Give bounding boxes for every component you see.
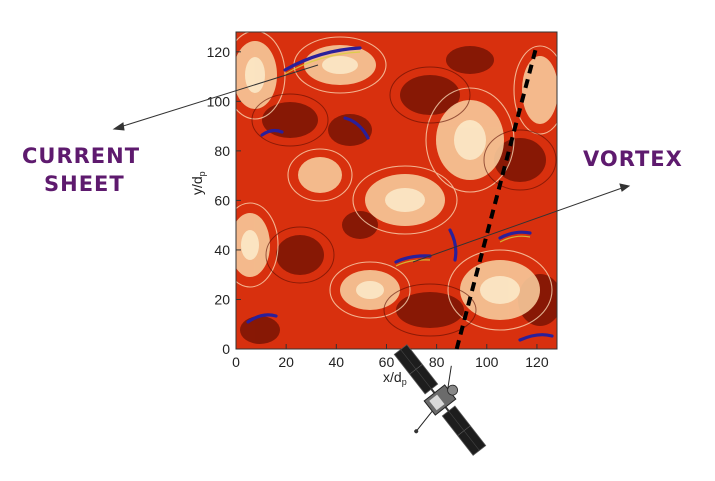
vortex-label: VORTEX [583, 147, 683, 171]
x-tick-label: 20 [278, 354, 294, 370]
current-sheet-label-line1: CURRENT [22, 144, 141, 168]
y-tick-label: 60 [214, 192, 230, 208]
x-tick-label: 40 [329, 354, 345, 370]
y-tick-label: 20 [214, 291, 230, 307]
current-sheet-arrowhead [112, 122, 125, 131]
x-axis-label: x/dp [383, 369, 407, 387]
vortex-arrowhead [619, 183, 631, 192]
y-tick-label: 80 [214, 143, 230, 159]
y-axis-label: y/dp [189, 171, 207, 195]
annotation-arrows [112, 64, 631, 263]
y-tick-label: 0 [222, 341, 230, 357]
current-sheet-label-line2: SHEET [44, 172, 125, 196]
y-tick-label: 100 [207, 93, 231, 109]
trajectory-line [454, 43, 539, 350]
current-sheet-label: CURRENT SHEET [22, 142, 140, 198]
vortex-arrow [412, 187, 623, 263]
y-tick-label: 120 [207, 44, 231, 60]
x-axis: 0 20 40 60 80 100 120 [232, 344, 549, 370]
y-axis: 0 20 40 60 80 100 120 [207, 44, 241, 357]
simulation-field [236, 32, 557, 349]
y-tick-label: 40 [214, 242, 230, 258]
current-sheet-arrow [119, 64, 319, 128]
plot-frame [235, 31, 558, 350]
spacecraft-icon [393, 344, 487, 456]
x-tick-label: 100 [475, 354, 499, 370]
x-tick-label: 120 [525, 354, 549, 370]
x-tick-label: 0 [232, 354, 240, 370]
x-tick-label: 80 [429, 354, 445, 370]
x-tick-label: 60 [379, 354, 395, 370]
